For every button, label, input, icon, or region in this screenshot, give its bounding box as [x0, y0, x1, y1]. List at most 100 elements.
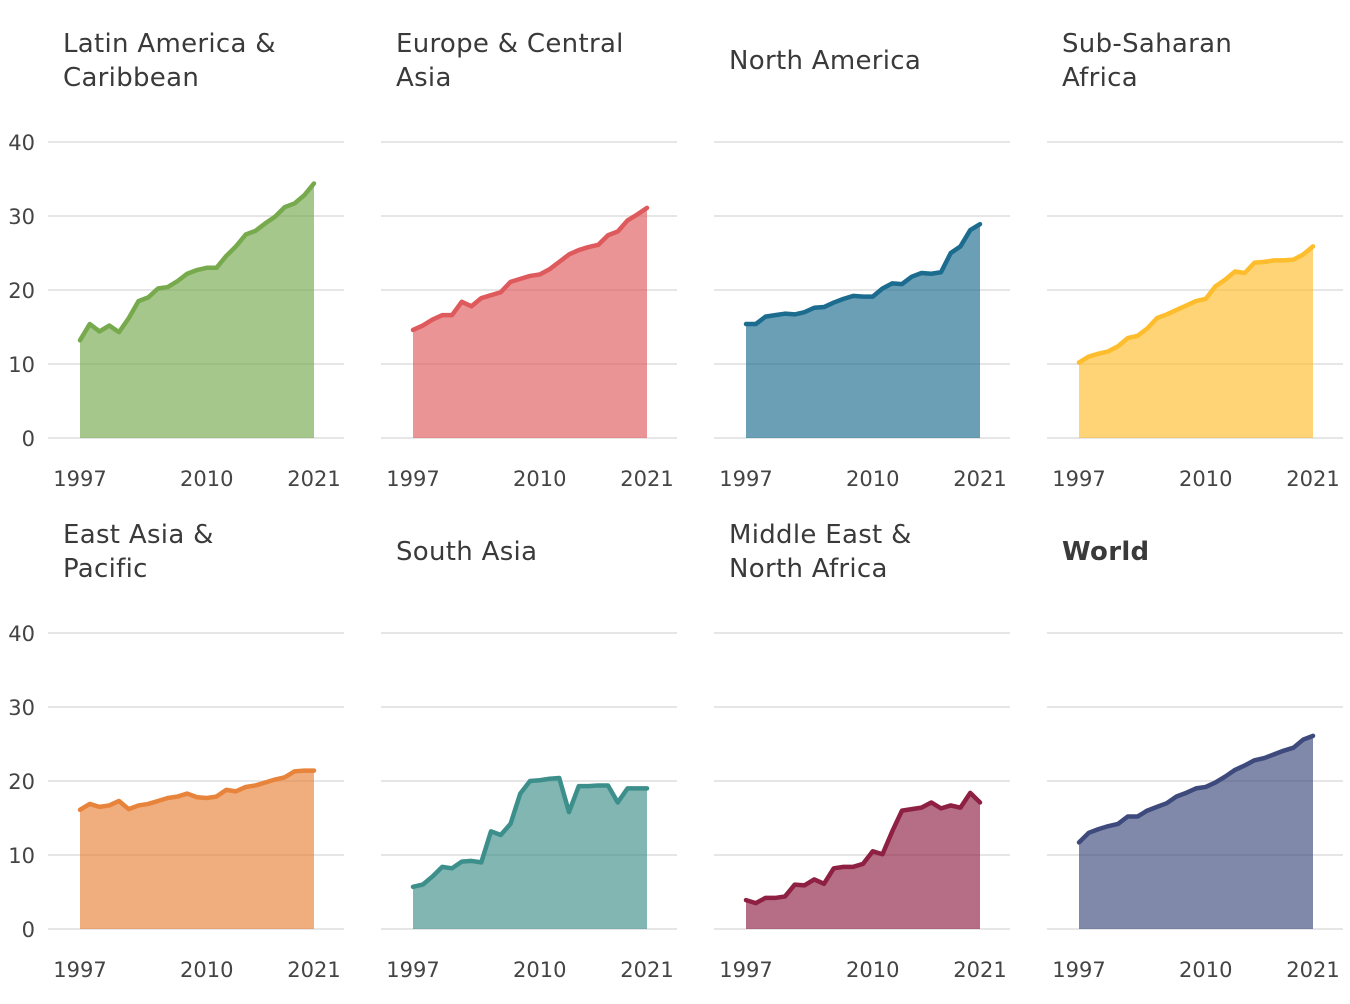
x-tick-label: 2010 [1179, 467, 1232, 491]
series-area [80, 770, 314, 929]
data-point [88, 322, 92, 326]
data-point [910, 807, 914, 811]
data-point [479, 296, 483, 300]
data-point [215, 266, 219, 270]
data-point [744, 322, 748, 326]
data-point [783, 894, 787, 898]
data-point [890, 829, 894, 833]
data-point [254, 783, 258, 787]
data-point [107, 324, 111, 328]
data-point [548, 267, 552, 271]
data-point [968, 791, 972, 795]
data-point [567, 810, 571, 814]
panel-title: Europe & Central Asia [396, 27, 676, 95]
y-tick-label: 20 [8, 279, 35, 303]
data-point [78, 338, 82, 342]
data-point [273, 215, 277, 219]
panel-title-line: Middle East & [729, 520, 912, 550]
series-line [743, 221, 983, 327]
panel-title-line: North Africa [729, 554, 888, 584]
data-point [1087, 831, 1091, 835]
data-point [107, 803, 111, 807]
data-point [773, 896, 777, 900]
data-point [283, 205, 287, 209]
data-point [1155, 316, 1159, 320]
data-point [98, 329, 102, 333]
data-point [920, 271, 924, 275]
data-point [185, 272, 189, 276]
data-point [1292, 746, 1296, 750]
data-point [1155, 805, 1159, 809]
data-point [900, 282, 904, 286]
x-tick-label: 2010 [180, 958, 233, 982]
y-tick-label: 0 [22, 427, 35, 451]
data-point [577, 248, 581, 252]
data-point [557, 260, 561, 264]
panel-title: South Asia [396, 535, 676, 569]
data-point [1126, 336, 1130, 340]
data-point [1175, 308, 1179, 312]
data-point [479, 860, 483, 864]
y-tick-label: 20 [8, 770, 35, 794]
panel-title-line: Europe & Central [396, 29, 624, 59]
data-point [254, 229, 258, 233]
x-tick-label: 2021 [287, 958, 340, 982]
data-point [1194, 786, 1198, 790]
data-point [822, 882, 826, 886]
x-tick-label: 2010 [846, 467, 899, 491]
panel-title-line: World [1062, 537, 1150, 567]
series-area [1079, 246, 1313, 438]
data-point [577, 784, 581, 788]
data-point [431, 874, 435, 878]
x-tick-label: 2010 [180, 467, 233, 491]
data-point [1116, 344, 1120, 348]
data-point [596, 243, 600, 247]
data-point [283, 775, 287, 779]
data-point [528, 274, 532, 278]
panel-1: 0 10 20 30 40 1997 2010 2021 [8, 131, 344, 491]
data-point [263, 221, 267, 225]
data-point [626, 218, 630, 222]
data-point [1282, 749, 1286, 753]
data-point [764, 896, 768, 900]
y-tick-label: 40 [8, 622, 35, 646]
data-point [567, 252, 571, 256]
data-point [244, 785, 248, 789]
data-point [851, 865, 855, 869]
data-point [793, 312, 797, 316]
data-point [312, 769, 316, 773]
series-area [413, 778, 647, 929]
panel-title-line: South Asia [396, 537, 538, 567]
data-point [127, 316, 131, 320]
series-area [1079, 735, 1313, 929]
data-point [1136, 815, 1140, 819]
data-point [793, 883, 797, 887]
data-point [185, 792, 189, 796]
data-point [518, 277, 522, 281]
data-point [518, 792, 522, 796]
data-point [929, 800, 933, 804]
panel-title: Middle East & North Africa [729, 518, 1009, 586]
data-point [302, 193, 306, 197]
data-point [1262, 756, 1266, 760]
data-point [635, 786, 639, 790]
data-point [1126, 815, 1130, 819]
data-point [861, 295, 865, 299]
data-point [626, 786, 630, 790]
data-point [822, 305, 826, 309]
data-point [489, 829, 493, 833]
data-point [421, 324, 425, 328]
data-point [929, 272, 933, 276]
data-point [166, 285, 170, 289]
data-point [754, 322, 758, 326]
data-point [1204, 785, 1208, 789]
y-tick-label: 10 [8, 844, 35, 868]
series-line [77, 181, 317, 343]
data-point [302, 769, 306, 773]
data-point [1097, 827, 1101, 831]
data-point [606, 783, 610, 787]
data-point [450, 866, 454, 870]
data-point [1184, 304, 1188, 308]
data-point [195, 795, 199, 799]
data-point [842, 865, 846, 869]
